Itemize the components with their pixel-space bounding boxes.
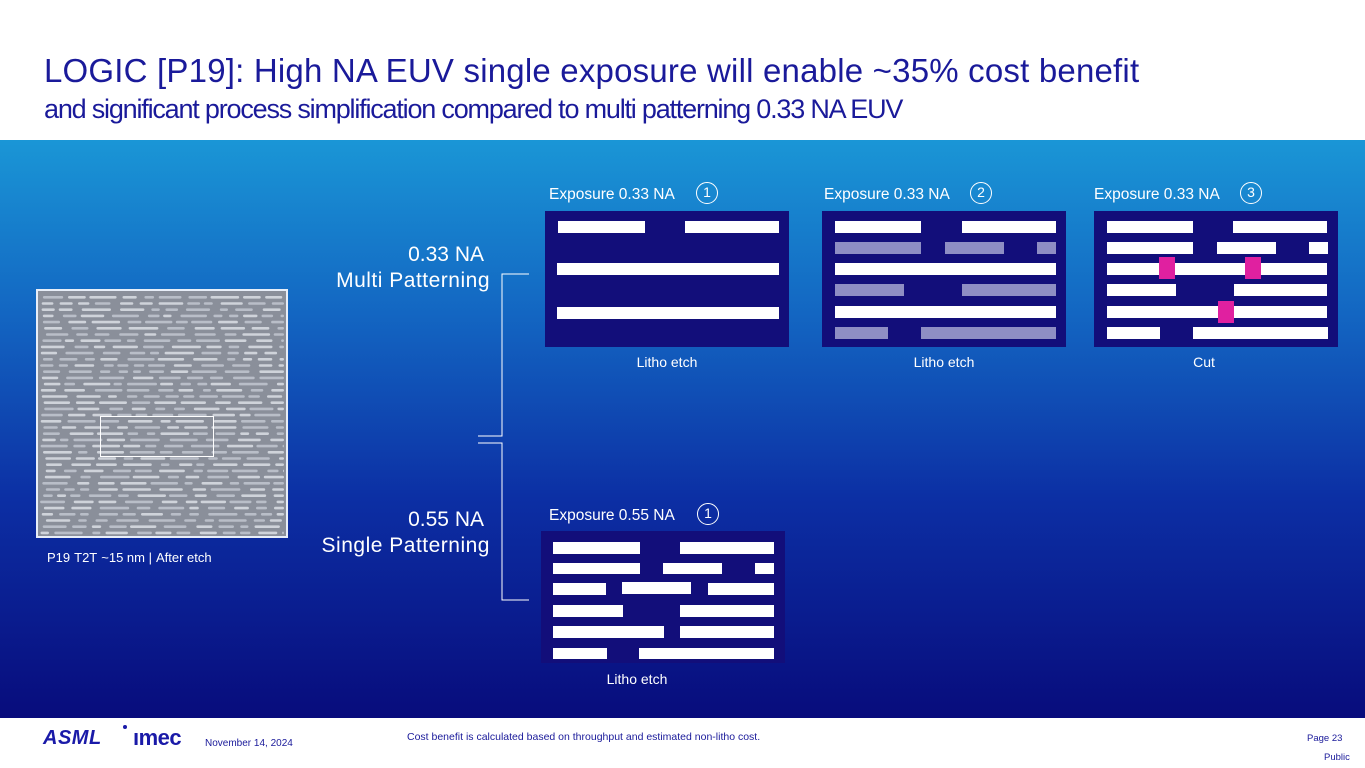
- sem-caption-node: P19: [47, 550, 71, 565]
- cut-mask-2: [1245, 257, 1261, 279]
- exposure-3-caption: Cut: [1193, 354, 1215, 370]
- exposure-055-panel: [541, 531, 785, 663]
- slide-header: LOGIC [P19]: High NA EUV single exposure…: [0, 0, 1365, 140]
- exposure-2-panel: [822, 211, 1066, 347]
- exposure-055-label: Exposure 0.55 NA: [549, 507, 675, 524]
- cut-mask-3: [1218, 301, 1234, 323]
- row-bracket: [478, 273, 529, 601]
- exposure-3-panel: [1094, 211, 1338, 347]
- footer-note: Cost benefit is calculated based on thro…: [407, 731, 761, 743]
- imec-logo: ımec: [133, 725, 182, 750]
- row-single-label: Single Patterning: [321, 534, 490, 557]
- cut-mask-1: [1159, 257, 1175, 279]
- exposure-055-pattern: [553, 542, 774, 659]
- imec-logo-dot: [123, 725, 127, 729]
- exposure-1-caption: Litho etch: [636, 354, 698, 370]
- sem-caption-metric: T2T: [74, 550, 98, 565]
- classification-label: Public: [1324, 752, 1350, 763]
- slide-title: LOGIC [P19]: High NA EUV single exposure…: [44, 52, 1140, 89]
- exposure-1-pattern: [557, 221, 779, 319]
- exposure-1-panel: [545, 211, 789, 347]
- slide-subtitle: and significant process simplification c…: [44, 94, 903, 124]
- slide-footer: [0, 718, 1365, 768]
- exposure-2-label: Exposure 0.33 NA: [824, 186, 950, 203]
- asml-logo: ASML: [43, 727, 102, 749]
- sem-line-pattern: [40, 296, 284, 535]
- exposure-3-label: Exposure 0.33 NA: [1094, 186, 1220, 203]
- step-055-badge: 1: [697, 503, 719, 525]
- row-multi-label: Multi Patterning: [336, 269, 490, 292]
- row-multi-na: 0.33 NA: [408, 243, 484, 266]
- row-single-na: 0.55 NA: [408, 508, 484, 531]
- sem-caption-value: ~15 nm |: [101, 550, 152, 565]
- sem-caption: P19 T2T ~15 nm | After etch: [47, 550, 216, 565]
- exposure-055-caption: Litho etch: [606, 671, 668, 687]
- sem-image: [36, 289, 288, 538]
- footer-date: November 14, 2024: [205, 738, 293, 749]
- exposure-2-caption: Litho etch: [913, 354, 975, 370]
- exposure-2-pattern: [835, 221, 1056, 339]
- exposure-3-pattern: [1107, 221, 1328, 339]
- zoom-region-box: [100, 416, 214, 457]
- step-3-badge: 3: [1240, 182, 1262, 204]
- step-2-badge: 2: [970, 182, 992, 204]
- step-1-badge: 1: [696, 182, 718, 204]
- page-number: Page 23: [1307, 733, 1343, 744]
- sem-caption-state: After etch: [155, 550, 212, 565]
- exposure-1-label: Exposure 0.33 NA: [549, 186, 675, 203]
